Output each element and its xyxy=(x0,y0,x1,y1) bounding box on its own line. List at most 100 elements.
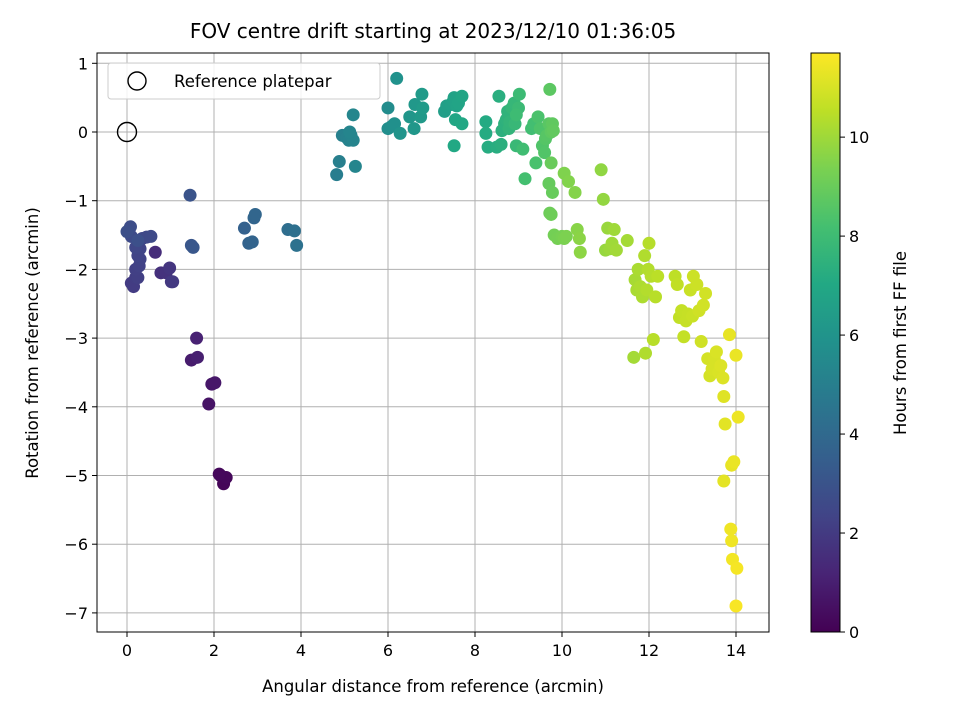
data-point xyxy=(620,234,634,248)
data-point xyxy=(330,168,344,182)
data-point xyxy=(120,225,134,239)
data-point xyxy=(248,207,262,221)
data-point xyxy=(202,397,216,411)
data-point xyxy=(183,188,197,202)
data-point xyxy=(640,283,654,297)
data-point xyxy=(594,163,608,177)
x-tick-label: 14 xyxy=(726,641,746,660)
scatter-points xyxy=(120,71,745,613)
x-tick-label: 10 xyxy=(552,641,572,660)
x-tick-label: 4 xyxy=(296,641,306,660)
data-point xyxy=(390,71,404,85)
data-point xyxy=(607,223,621,237)
data-point xyxy=(731,410,745,424)
data-point xyxy=(343,125,357,139)
y-tick-label: −1 xyxy=(64,192,88,211)
data-point xyxy=(131,234,145,248)
data-point xyxy=(190,350,204,364)
data-point xyxy=(596,192,610,206)
data-point xyxy=(573,245,587,259)
y-tick-label: 1 xyxy=(78,54,88,73)
data-point xyxy=(649,290,663,304)
data-point xyxy=(393,126,407,140)
data-point xyxy=(543,82,557,96)
data-point xyxy=(388,117,402,131)
x-tick-label: 12 xyxy=(639,641,659,660)
data-point xyxy=(724,522,738,536)
x-axis-label: Angular distance from reference (arcmin) xyxy=(262,677,604,696)
colorbar-label: Hours from first FF file xyxy=(891,251,910,435)
data-point xyxy=(677,330,691,344)
x-tick-label: 0 xyxy=(122,641,132,660)
x-tick-label: 6 xyxy=(383,641,393,660)
data-point xyxy=(416,101,430,115)
data-point xyxy=(642,236,656,250)
data-point xyxy=(381,101,395,115)
data-point xyxy=(332,155,346,169)
data-point xyxy=(717,389,731,403)
data-point xyxy=(638,249,652,263)
data-point xyxy=(237,221,251,235)
data-point xyxy=(562,174,576,188)
data-point xyxy=(407,122,421,136)
colorbar-tick-label: 0 xyxy=(849,623,859,642)
data-point xyxy=(729,348,743,362)
data-point xyxy=(346,108,360,122)
y-tick-label: −2 xyxy=(64,260,88,279)
data-point xyxy=(568,185,582,199)
data-point xyxy=(479,115,493,129)
data-point xyxy=(245,235,259,249)
data-point xyxy=(716,371,730,385)
data-point xyxy=(651,269,665,283)
data-point xyxy=(512,87,526,101)
data-point xyxy=(479,126,493,140)
data-point xyxy=(694,335,708,349)
data-point xyxy=(559,229,573,243)
data-point xyxy=(518,172,532,186)
data-point xyxy=(403,110,417,124)
data-point xyxy=(572,231,586,245)
data-point xyxy=(609,243,623,257)
legend: Reference platepar xyxy=(107,62,381,100)
colorbar-tick-label: 4 xyxy=(849,425,859,444)
data-point xyxy=(144,229,158,243)
colorbar-tick-label: 10 xyxy=(849,128,869,147)
data-point xyxy=(290,238,304,252)
data-point xyxy=(722,328,736,342)
data-point xyxy=(727,455,741,469)
data-point xyxy=(455,89,469,103)
data-point xyxy=(730,561,744,575)
data-point xyxy=(538,146,552,160)
data-point xyxy=(163,261,177,275)
data-point xyxy=(190,331,204,345)
data-point xyxy=(725,534,739,548)
data-point xyxy=(492,89,506,103)
chart-title-group: FOV centre drift starting at 2023/12/10 … xyxy=(190,19,676,43)
data-point xyxy=(696,298,710,312)
plot-frame xyxy=(96,52,770,633)
y-tick-label: −5 xyxy=(64,467,88,486)
data-point xyxy=(348,159,362,173)
data-point xyxy=(690,278,704,292)
data-point xyxy=(717,474,731,488)
data-point xyxy=(729,599,743,613)
x-tick-label: 2 xyxy=(209,641,219,660)
data-point xyxy=(718,417,732,431)
data-point xyxy=(287,224,301,238)
data-point xyxy=(699,286,713,300)
legend-reference-marker xyxy=(127,71,147,91)
y-tick-label: −3 xyxy=(64,329,88,348)
data-point xyxy=(148,245,162,259)
data-point xyxy=(509,108,523,122)
colorbar-tick-label: 2 xyxy=(849,524,859,543)
y-tick-label: −6 xyxy=(64,535,88,554)
data-point xyxy=(455,117,469,131)
data-point xyxy=(646,332,660,346)
y-axis-label: Rotation from reference (arcmin) xyxy=(23,207,42,479)
legend-box xyxy=(107,62,381,100)
data-point xyxy=(447,139,461,153)
y-tick-label: −4 xyxy=(64,398,88,417)
data-point xyxy=(544,156,558,170)
